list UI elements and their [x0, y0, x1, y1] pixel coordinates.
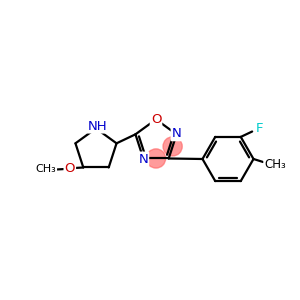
Text: N: N	[138, 153, 148, 166]
Circle shape	[163, 137, 182, 156]
Text: O: O	[151, 113, 161, 126]
Text: CH₃: CH₃	[264, 158, 286, 171]
Text: F: F	[256, 122, 263, 135]
Text: NH: NH	[88, 119, 107, 133]
Text: O: O	[64, 163, 75, 176]
Text: N: N	[172, 127, 182, 140]
Circle shape	[146, 149, 166, 168]
Text: CH₃: CH₃	[35, 164, 56, 174]
